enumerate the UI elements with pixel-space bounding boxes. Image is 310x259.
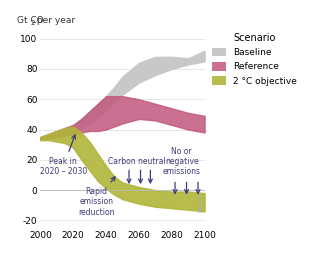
Text: Rapid
emission
reduction: Rapid emission reduction <box>78 177 115 217</box>
Text: Peak in
2020 – 2030: Peak in 2020 – 2030 <box>40 135 87 176</box>
Text: No or
negative
emissions: No or negative emissions <box>163 147 201 176</box>
Text: 2: 2 <box>30 20 35 26</box>
Text: Carbon neutral: Carbon neutral <box>108 157 166 166</box>
Text: Gt CO: Gt CO <box>17 16 44 25</box>
Legend: Baseline, Reference, 2 °C objective: Baseline, Reference, 2 °C objective <box>211 32 298 87</box>
Text: per year: per year <box>34 16 75 25</box>
Text: pbl.nl: pbl.nl <box>197 193 203 212</box>
